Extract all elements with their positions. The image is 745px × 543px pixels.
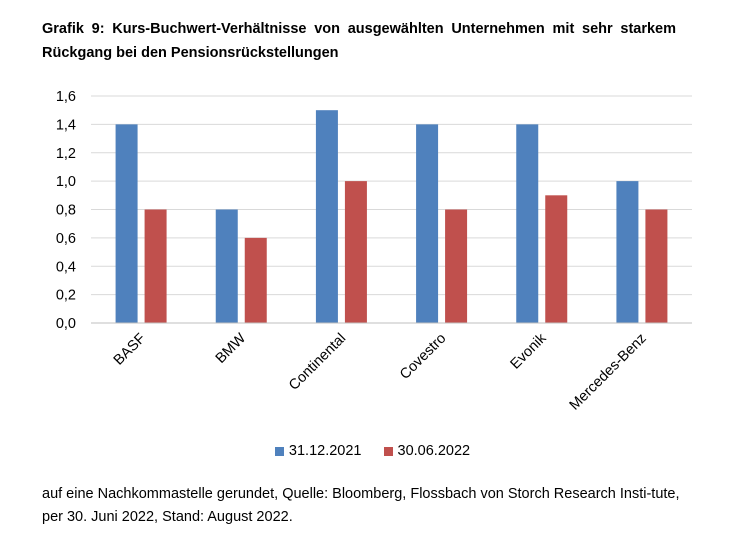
y-axis-tick-labels: 0,0 0,2 0,4 0,6 0,8 1,0 1,2 1,4 1,6 [56, 89, 76, 332]
legend-swatch-series-2 [383, 446, 393, 456]
y-tick-label: 0,8 [56, 203, 76, 219]
legend-item-series-1: 31.12.2021 [274, 441, 362, 461]
bar-bmw-series-1 [215, 209, 238, 323]
bar-covestro-series-2 [445, 209, 468, 323]
bar-evonik-series-1 [516, 124, 539, 323]
legend: 31.12.2021 30.06.2022 [0, 441, 745, 461]
x-tick-label: BASF [111, 330, 149, 368]
x-tick-label: BMW [213, 330, 250, 367]
x-axis-tick-labels: BASF BMW Continental Covestro Evonik Mercedes… [111, 330, 650, 414]
bar-continental-series-2 [344, 181, 367, 323]
y-tick-label: 0,0 [56, 316, 76, 332]
y-tick-label: 1,2 [56, 146, 76, 162]
bar-basf-series-1 [115, 124, 138, 323]
x-tick-label: Covestro [397, 331, 449, 383]
bar-continental-series-1 [315, 110, 338, 323]
bar-evonik-series-2 [545, 195, 568, 323]
chart-title: Grafik 9: Kurs-Buchwert-Verhältnisse von… [42, 21, 676, 61]
x-tick-label: Evonik [507, 330, 550, 373]
bar-basf-series-2 [144, 209, 167, 323]
bar-covestro-series-1 [416, 124, 439, 323]
y-tick-label: 0,6 [56, 231, 76, 247]
legend-label-series-1: 31.12.2021 [288, 443, 362, 459]
bar-bmw-series-2 [244, 237, 267, 323]
x-tick-label: Mercedes-Benz [567, 331, 650, 414]
legend-label-series-2: 30.06.2022 [397, 443, 471, 459]
legend-item-series-2: 30.06.2022 [383, 441, 471, 461]
bar-chart: 0,0 0,2 0,4 0,6 0,8 1,0 1,2 1,4 1,6 BASF BMW Conti… [56, 89, 692, 414]
y-tick-label: 1,6 [56, 89, 76, 105]
bar-mercedes-benz-series-1 [616, 181, 639, 323]
gridlines [91, 95, 692, 296]
x-tick-label: Continental [286, 331, 349, 394]
y-tick-label: 0,2 [56, 288, 76, 304]
legend-swatch-series-1 [274, 446, 284, 456]
y-tick-label: 1,4 [56, 117, 76, 133]
bar-mercedes-benz-series-2 [645, 209, 668, 323]
footnote: auf eine Nachkommastelle gerundet, Quell… [42, 486, 680, 525]
bars [115, 110, 668, 323]
y-tick-label: 1,0 [56, 174, 76, 190]
y-tick-label: 0,4 [56, 259, 76, 275]
